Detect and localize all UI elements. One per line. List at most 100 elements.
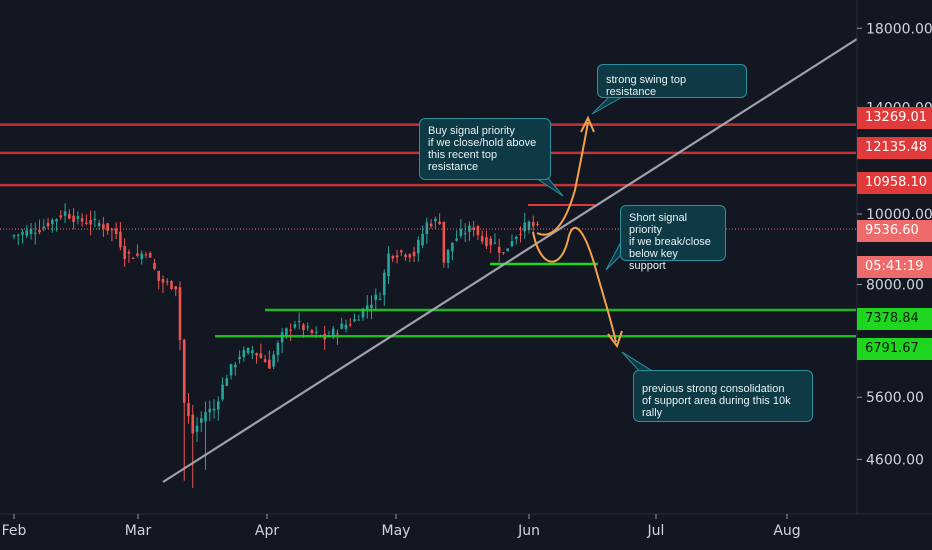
candle xyxy=(29,222,33,240)
candle-body xyxy=(161,279,165,283)
candle xyxy=(276,340,280,363)
candle-body xyxy=(268,359,271,369)
candle-body xyxy=(97,223,101,226)
candle-body xyxy=(187,402,190,417)
candle xyxy=(382,269,386,307)
candle-body xyxy=(472,227,475,231)
candle xyxy=(400,249,403,257)
candle-body xyxy=(502,252,505,254)
candle xyxy=(242,346,246,362)
level-tag-7378: 7378.84 xyxy=(857,308,932,330)
candle-body xyxy=(357,319,361,321)
candle xyxy=(21,229,24,244)
candle-body xyxy=(178,287,182,340)
callout-swing-top: strong swing top resistance xyxy=(597,64,747,98)
candle-body xyxy=(391,256,395,259)
candle-body xyxy=(425,222,429,234)
candle-body xyxy=(251,350,254,354)
candle-body xyxy=(80,218,84,222)
candle-body xyxy=(136,253,139,256)
candle-body xyxy=(353,319,356,322)
candle xyxy=(38,219,41,235)
candle xyxy=(119,221,122,251)
candle-body xyxy=(110,228,114,231)
candle xyxy=(442,221,446,268)
candle xyxy=(76,211,80,225)
candle xyxy=(459,219,463,239)
candle-body xyxy=(72,215,75,223)
candle-body xyxy=(361,308,365,318)
candle xyxy=(434,216,437,230)
candle-body xyxy=(531,221,535,227)
candle-body xyxy=(370,304,373,309)
candle xyxy=(485,230,488,249)
candle-body xyxy=(468,225,471,232)
candle-body xyxy=(199,418,203,423)
candle-body xyxy=(140,253,143,260)
candle xyxy=(46,217,50,229)
candle xyxy=(225,374,229,387)
candle-body xyxy=(523,222,527,232)
candle xyxy=(153,258,156,271)
candle xyxy=(110,227,114,242)
candle xyxy=(195,417,199,443)
candle-body xyxy=(12,235,16,237)
candle-body xyxy=(229,364,233,376)
candle xyxy=(199,411,203,432)
candle xyxy=(387,246,390,285)
candle xyxy=(348,318,352,328)
candle-body xyxy=(302,324,305,330)
candle-body xyxy=(446,249,450,263)
candle xyxy=(127,249,131,263)
candle-body xyxy=(412,251,416,257)
candle xyxy=(340,317,344,330)
candle xyxy=(527,220,531,234)
candle xyxy=(182,338,186,481)
candle-body xyxy=(417,240,420,254)
candle-body xyxy=(480,236,484,242)
candle-body xyxy=(455,238,458,241)
candle xyxy=(229,363,233,380)
candle-body xyxy=(374,294,378,300)
candle xyxy=(438,213,441,225)
candle-body xyxy=(434,218,437,222)
candle xyxy=(42,219,46,232)
candle-body xyxy=(51,219,54,225)
candle xyxy=(144,251,148,259)
candle-body xyxy=(238,356,241,360)
candle-body xyxy=(46,222,50,227)
candle xyxy=(502,251,505,255)
trend-line xyxy=(162,38,858,483)
candle-body xyxy=(157,270,161,281)
candle xyxy=(136,244,139,258)
candle-body xyxy=(400,250,403,253)
candle xyxy=(161,275,165,293)
candle xyxy=(238,350,241,364)
candle-body xyxy=(536,223,539,225)
candle-body xyxy=(255,353,258,356)
candle-body xyxy=(336,333,339,335)
candle-body xyxy=(429,223,433,227)
y-tick-label: 5600.00 xyxy=(866,390,924,406)
candle-body xyxy=(519,233,522,235)
candle xyxy=(106,223,109,235)
candle-body xyxy=(387,253,390,277)
candle-body xyxy=(195,425,199,432)
candle xyxy=(12,234,16,240)
candle xyxy=(357,314,361,321)
candle-body xyxy=(242,350,246,358)
candle-body xyxy=(68,214,71,219)
candle xyxy=(353,313,356,323)
candle xyxy=(425,217,429,244)
candle-body xyxy=(497,246,501,253)
candle-body xyxy=(310,330,314,334)
callout-support-consolidation: previous strong consolidation of support… xyxy=(633,370,813,422)
candle xyxy=(131,257,135,259)
x-tick-label: Jul xyxy=(647,523,665,539)
candle xyxy=(123,238,126,267)
candle xyxy=(370,295,373,320)
level-tag-6791: 6791.67 xyxy=(857,338,932,360)
candle-body xyxy=(182,339,186,403)
candle xyxy=(178,281,182,351)
